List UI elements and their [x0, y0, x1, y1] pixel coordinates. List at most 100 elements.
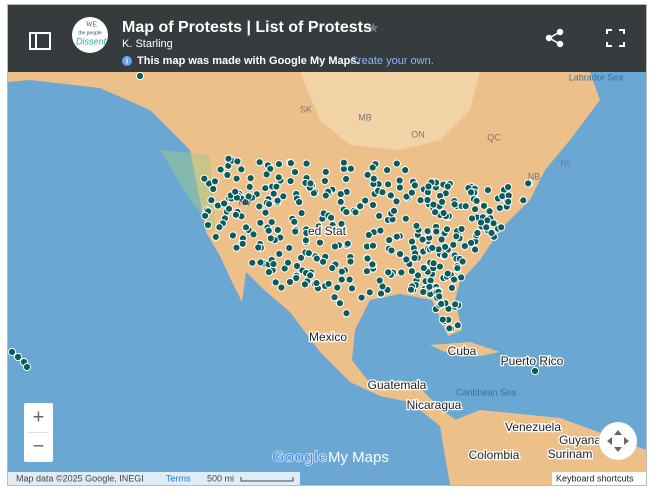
map-marker: [286, 159, 295, 168]
header-bar: [8, 5, 646, 72]
map-marker: [376, 289, 386, 298]
map-marker: [428, 243, 437, 253]
map-marker: [343, 239, 352, 248]
panel-toggle[interactable]: [29, 32, 51, 50]
map-marker: [476, 218, 486, 227]
map-marker: [386, 191, 395, 200]
map-marker: [451, 300, 460, 309]
map-marker: [231, 187, 240, 196]
share-button[interactable]: [545, 28, 564, 48]
attribution-bar: [8, 472, 300, 485]
map-marker: [264, 268, 273, 277]
map-marker: [262, 170, 271, 179]
fullscreen-button[interactable]: [606, 29, 625, 47]
map-marker: [295, 198, 304, 207]
map-marker: [368, 200, 378, 210]
google-logo: Google: [272, 449, 327, 466]
map-marker: [7, 347, 17, 357]
map-marker: [467, 214, 477, 223]
map-marker: [13, 352, 23, 362]
map-marker: [437, 235, 446, 244]
map-marker: [368, 241, 378, 250]
map-marker: [312, 279, 321, 288]
map-label: NL: [560, 158, 572, 168]
map-marker: [495, 203, 504, 213]
map-marker: [330, 293, 339, 302]
map-marker: [449, 240, 458, 249]
map-label: Cuba: [448, 344, 477, 358]
map-marker: [223, 170, 232, 180]
map-marker: [461, 202, 470, 211]
map-marker: [246, 174, 255, 183]
create-link[interactable]: Create your own.: [350, 55, 434, 67]
map-title: Map of Protests | List of Protests: [122, 19, 372, 36]
logo-text: the people: [78, 30, 102, 36]
map-marker: [450, 200, 459, 209]
map-marker: [376, 226, 385, 235]
map-marker: [267, 218, 276, 227]
map-marker: [412, 221, 421, 230]
map-marker: [333, 283, 342, 292]
map-marker: [406, 285, 416, 294]
map-marker: [324, 279, 333, 288]
map-marker: [432, 227, 441, 236]
map-marker: [238, 239, 247, 248]
terms-link[interactable]: Terms: [166, 473, 191, 483]
map-marker: [301, 236, 310, 245]
logo-text: Dissent: [76, 36, 107, 46]
map-marker: [292, 273, 301, 283]
map-marker: [337, 219, 346, 228]
star[interactable]: ★: [367, 20, 380, 36]
map-marker: [439, 208, 448, 218]
author: K. Starling: [122, 38, 173, 50]
map-marker: [395, 183, 404, 192]
map-marker: [255, 202, 264, 211]
map-marker: [304, 249, 313, 258]
map-marker: [383, 166, 392, 175]
map-marker: [407, 267, 416, 276]
map-label: Puerto Rico: [501, 354, 564, 368]
map-marker: [269, 260, 278, 269]
zoom-in[interactable]: +: [33, 406, 45, 428]
map-marker: [273, 196, 282, 205]
zoom-out[interactable]: −: [33, 435, 45, 457]
map-marker: [429, 200, 438, 209]
map-marker: [201, 211, 210, 220]
map-marker: [220, 199, 229, 208]
map-marker: [471, 205, 480, 214]
map-marker: [365, 288, 374, 297]
map-marker: [135, 71, 145, 81]
map-marker: [271, 278, 280, 287]
map-marker: [342, 208, 351, 217]
map-marker: [237, 165, 246, 174]
map-marker: [483, 186, 492, 195]
map-marker: [306, 271, 315, 280]
map-marker: [467, 238, 476, 247]
map-marker: [279, 192, 288, 201]
map-marker: [435, 292, 444, 301]
map-marker: [487, 228, 496, 237]
map-marker: [339, 158, 348, 167]
keyboard-shortcuts[interactable]: Keyboard shortcuts: [556, 473, 634, 483]
map-marker: [466, 188, 476, 197]
map-label: SK: [300, 104, 312, 114]
map-marker: [387, 246, 396, 255]
map-marker: [429, 259, 438, 268]
info-icon: [122, 56, 132, 66]
map-marker: [413, 271, 423, 280]
map-marker: [273, 225, 282, 234]
locate-button[interactable]: [599, 422, 637, 460]
map-marker: [407, 237, 417, 246]
map-marker: [215, 223, 224, 232]
cuba: [430, 342, 500, 356]
map-marker: [489, 219, 498, 228]
map-marker: [266, 234, 275, 243]
map-marker: [437, 299, 446, 308]
map-marker: [314, 222, 323, 231]
map-marker: [453, 264, 462, 273]
info-i: i: [126, 57, 128, 66]
map-marker: [285, 277, 295, 287]
map-marker: [450, 275, 459, 284]
map-marker: [361, 196, 370, 205]
map-marker: [362, 267, 371, 276]
